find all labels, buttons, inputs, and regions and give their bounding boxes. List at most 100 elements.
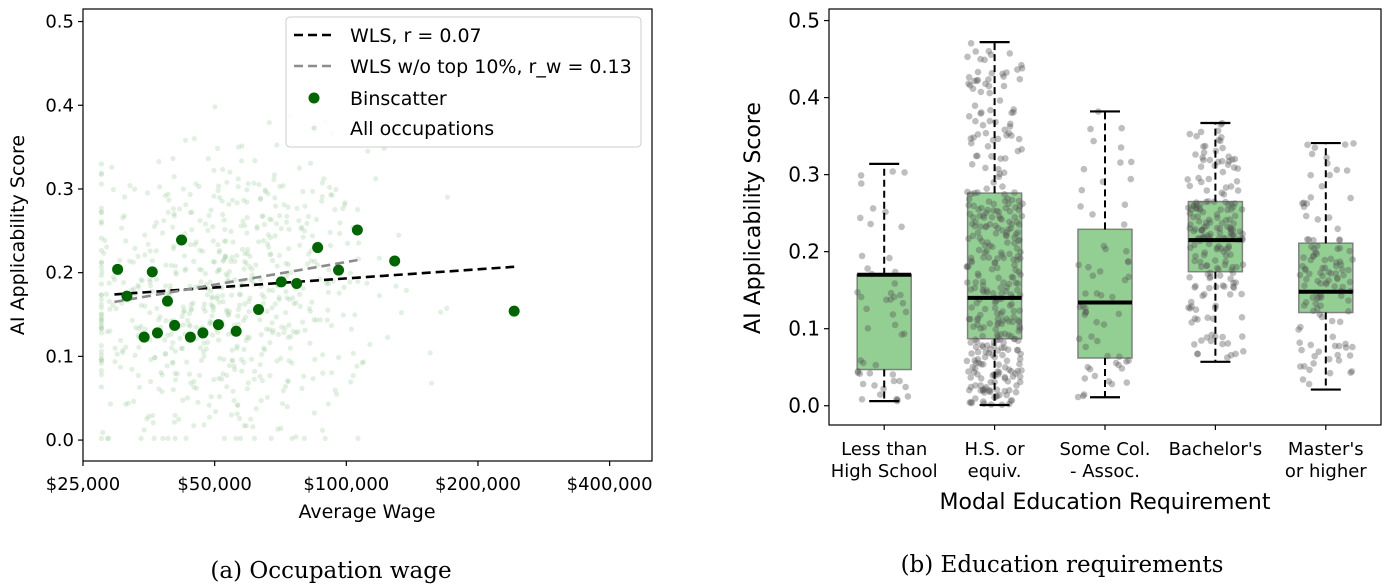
jitter-point [890,377,898,385]
occupation-point [329,370,335,376]
occupation-point [308,248,314,254]
jitter-point [1327,255,1335,263]
panel-a-wls-lines [114,258,515,304]
jitter-point [1001,373,1009,381]
jitter-point [1001,364,1009,371]
occupation-point [269,257,276,264]
occupation-point [250,424,256,430]
occupation-point [313,216,319,223]
occupation-point [196,183,202,190]
jitter-point [1215,243,1223,250]
jitter-point [1297,363,1304,370]
jitter-point [1333,166,1341,174]
jitter-point [964,279,971,286]
occupation-point [188,380,194,386]
jitter-point [857,293,865,301]
jitter-point [977,223,984,230]
occupation-point [297,242,303,248]
jitter-point [983,288,991,296]
occupation-point [154,305,160,311]
occupation-point [132,186,138,192]
jitter-point [1186,274,1193,281]
jitter-point [1336,236,1343,243]
jitter-point [1019,200,1026,207]
jitter-point [991,304,999,312]
jitter-point [1007,120,1014,128]
occupation-point [283,260,289,266]
jitter-point [1303,200,1311,207]
jitter-point [989,243,996,251]
jitter-point [1307,194,1315,201]
jitter-point [1010,256,1017,263]
jitter-point [972,48,979,55]
occupation-point [253,406,259,412]
jitter-point [1000,73,1007,80]
jitter-point [1226,224,1234,232]
occupation-point [163,318,169,324]
panel-b-jitter-points [854,40,1357,409]
occupation-point [202,271,208,277]
occupation-point [356,240,362,246]
jitter-point [1186,305,1194,312]
occupation-point [120,347,126,353]
jitter-point [1204,314,1211,322]
occupation-point [429,380,435,386]
jitter-point [1314,277,1321,285]
jitter-point [1309,253,1317,260]
jitter-point [979,361,987,368]
occupation-point [320,370,326,376]
jitter-point [1187,221,1194,228]
box [1298,242,1354,314]
jitter-point [994,371,1002,378]
jitter-point [1200,251,1208,259]
occupation-point [300,319,306,325]
jitter-point [1006,123,1014,130]
jitter-point [977,311,984,319]
jitter-point [1304,141,1311,149]
jitter-point [1005,318,1012,325]
jitter-point [889,311,897,318]
jitter-point [1011,189,1018,196]
jitter-point [975,359,982,367]
jitter-point [975,246,983,254]
occupation-point [283,310,289,316]
occupation-point [98,348,104,354]
jitter-point [1192,204,1200,212]
jitter-point [1239,333,1246,340]
occupation-point [177,335,183,341]
jitter-point [1198,226,1206,234]
jitter-point [996,336,1003,343]
occupation-point [207,318,213,325]
jitter-point [985,198,993,205]
occupation-point [247,295,253,301]
jitter-point [1081,311,1089,319]
jitter-point [857,214,864,222]
jitter-point [1331,283,1338,290]
occupation-point [98,316,104,322]
occupation-point [229,254,235,260]
occupation-point [156,159,162,165]
jitter-point [1018,65,1026,72]
jitter-point [1227,275,1234,283]
binscatter-point [197,327,209,339]
occupation-point [305,251,312,257]
jitter-point [1124,258,1132,266]
occupation-point [336,354,342,361]
jitter-point [1014,337,1022,345]
occupation-point [278,425,284,431]
jitter-point [1015,237,1022,245]
jitter-point [1318,183,1326,190]
jitter-point [974,152,981,160]
occupation-point [333,186,339,193]
occupation-point [225,331,232,337]
jitter-point [984,239,991,246]
occupation-point [273,221,280,227]
occupation-point [220,299,226,305]
occupation-point [191,136,197,142]
jitter-point [1312,300,1319,307]
x-tick-label: $50,000 [177,474,251,495]
occupation-point [205,339,211,345]
jitter-point [1003,232,1010,239]
occupation-point [224,307,230,313]
occupation-point [217,248,223,254]
